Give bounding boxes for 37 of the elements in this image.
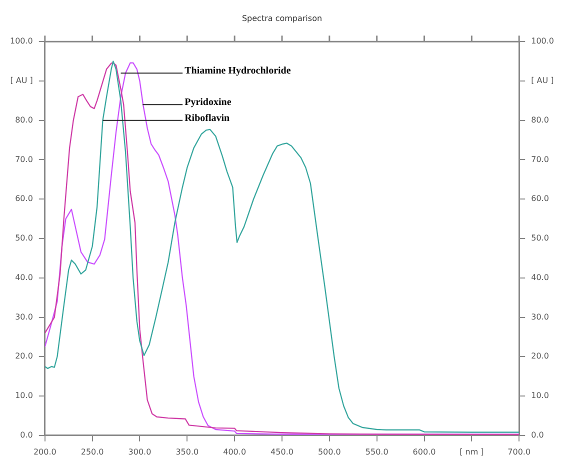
y2-tick-label: 60.0 — [531, 194, 549, 204]
y-tick-label: 10.0 — [15, 391, 33, 400]
y2-tick-label: 0.0 — [531, 430, 544, 440]
x-tick-label: 700.0 — [508, 447, 531, 456]
y2-tick-label: 20.0 — [531, 352, 549, 361]
x-tick-label: 450.0 — [270, 447, 294, 456]
annotation: Pyridoxine — [184, 97, 232, 108]
y2-tick-label: 70.0 — [531, 154, 549, 164]
y2-tick-label: [ AU ] — [531, 76, 554, 86]
x-tick-label: 600.0 — [412, 447, 436, 456]
annotation: Thiamine Hydrochloride — [184, 66, 292, 77]
x-tick-label: 550.0 — [365, 447, 388, 456]
y-tick-label: 100.0 — [10, 36, 33, 46]
x-tick-label: 250.0 — [80, 447, 104, 456]
y2-tick-label: 40.0 — [531, 272, 549, 282]
y-tick-label: 50.0 — [15, 234, 33, 243]
y-tick-label: 60.0 — [15, 194, 33, 204]
y2-tick-label: 30.0 — [531, 312, 549, 322]
x-tick-label: 500.0 — [318, 447, 341, 456]
y-tick-label: 70.0 — [15, 154, 33, 164]
y2-tick-label: 80.0 — [531, 115, 549, 124]
y-tick-label: 40.0 — [15, 272, 33, 282]
x-tick-label: 300.0 — [128, 447, 152, 456]
x-tick-label: 200.0 — [33, 447, 56, 456]
y-tick-label: 0.0 — [20, 430, 33, 440]
x-tick-label: 350.0 — [176, 447, 199, 456]
y2-tick-label: 100.0 — [531, 36, 554, 46]
x-tick-label: [ nm ] — [460, 447, 484, 456]
y2-tick-label: 10.0 — [531, 391, 549, 400]
y-tick-label: 20.0 — [15, 352, 33, 361]
y-tick-label: 80.0 — [15, 115, 33, 124]
x-tick-label: 400.0 — [223, 447, 246, 456]
y-tick-label: 30.0 — [15, 312, 33, 322]
y2-tick-label: 50.0 — [531, 234, 549, 243]
chart-title: Spectra comparison — [242, 14, 322, 23]
y-tick-label: [ AU ] — [10, 76, 33, 86]
annotation: Riboflavin — [184, 112, 230, 124]
